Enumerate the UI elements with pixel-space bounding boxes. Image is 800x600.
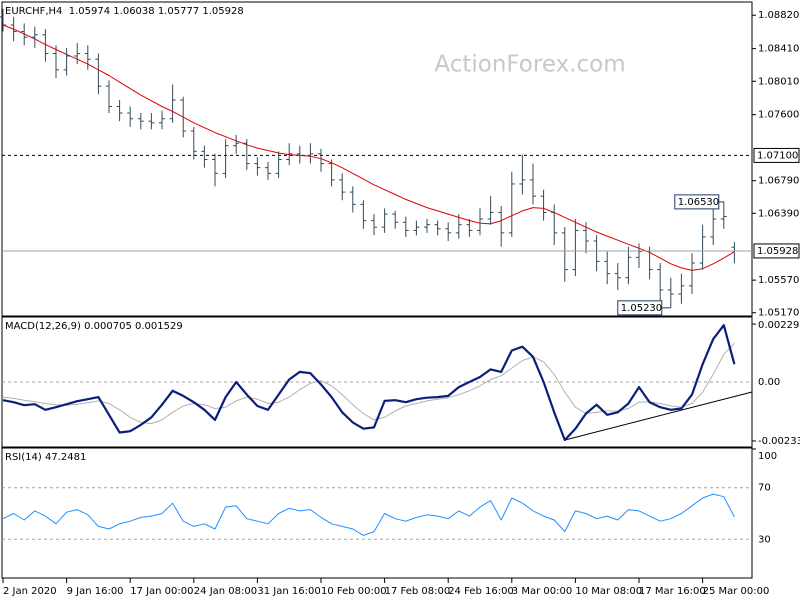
trend-line — [564, 391, 753, 441]
annotation-label: 1.06530 — [678, 197, 719, 208]
x-tick-label: 10 Mar 08:00 — [575, 586, 642, 597]
y-tick-label: 1.07600 — [758, 110, 799, 121]
y-tick-label: 0.002297 — [758, 320, 800, 331]
y-tick-label: -0.002336 — [758, 436, 800, 447]
pane-title: MACD(12,26,9) 0.000705 0.001529 — [5, 321, 183, 332]
pane-frame — [1, 447, 753, 579]
y-tick-label: 1.06790 — [758, 176, 799, 187]
y-tick-label: 1.06390 — [758, 208, 799, 219]
moving-average — [2, 24, 735, 271]
level-label: 30 — [758, 534, 771, 545]
x-tick-label: 24 Jan 08:00 — [194, 586, 257, 597]
x-tick-label: 31 Jan 16:00 — [257, 586, 320, 597]
x-tick-label: 17 Jan 00:00 — [130, 586, 193, 597]
pane-frame — [1, 1, 753, 317]
level-label: 0.00 — [758, 377, 780, 388]
price-label-box — [753, 147, 800, 163]
x-tick-label: 17 Mar 16:00 — [639, 586, 706, 597]
price-label: 1.05928 — [757, 246, 798, 257]
y-tick-label: 1.05170 — [758, 308, 799, 319]
x-tick-label: 2 Jan 2020 — [3, 586, 57, 597]
macd-main — [2, 324, 736, 442]
price-label-box — [753, 243, 800, 259]
annotation-label: 1.05230 — [621, 303, 662, 314]
macd-signal — [2, 343, 735, 425]
y-tick-label: 1.05570 — [758, 275, 799, 286]
y-tick-label: 100 — [758, 451, 777, 462]
pane-title: EURCHF,H4 1.05974 1.06038 1.05777 1.0592… — [5, 6, 244, 17]
x-tick-label: 3 Mar 00:00 — [512, 586, 572, 597]
watermark: ActionForex.com — [434, 52, 625, 78]
y-tick-label: 1.08010 — [758, 76, 799, 87]
level-label: 70 — [758, 483, 771, 494]
y-tick-label: 1.08820 — [758, 10, 799, 21]
y-tick-label: 1.08410 — [758, 44, 799, 55]
pane-title: RSI(14) 47.2481 — [5, 452, 86, 463]
x-tick-label: 24 Feb 16:00 — [448, 586, 514, 597]
rsi-line — [2, 493, 735, 536]
price-label: 1.07100 — [757, 150, 798, 161]
x-tick-label: 17 Feb 08:00 — [385, 586, 451, 597]
x-tick-label: 9 Jan 16:00 — [67, 586, 124, 597]
x-tick-label: 25 Mar 00:00 — [703, 586, 770, 597]
x-tick-label: 10 Feb 00:00 — [321, 586, 387, 597]
